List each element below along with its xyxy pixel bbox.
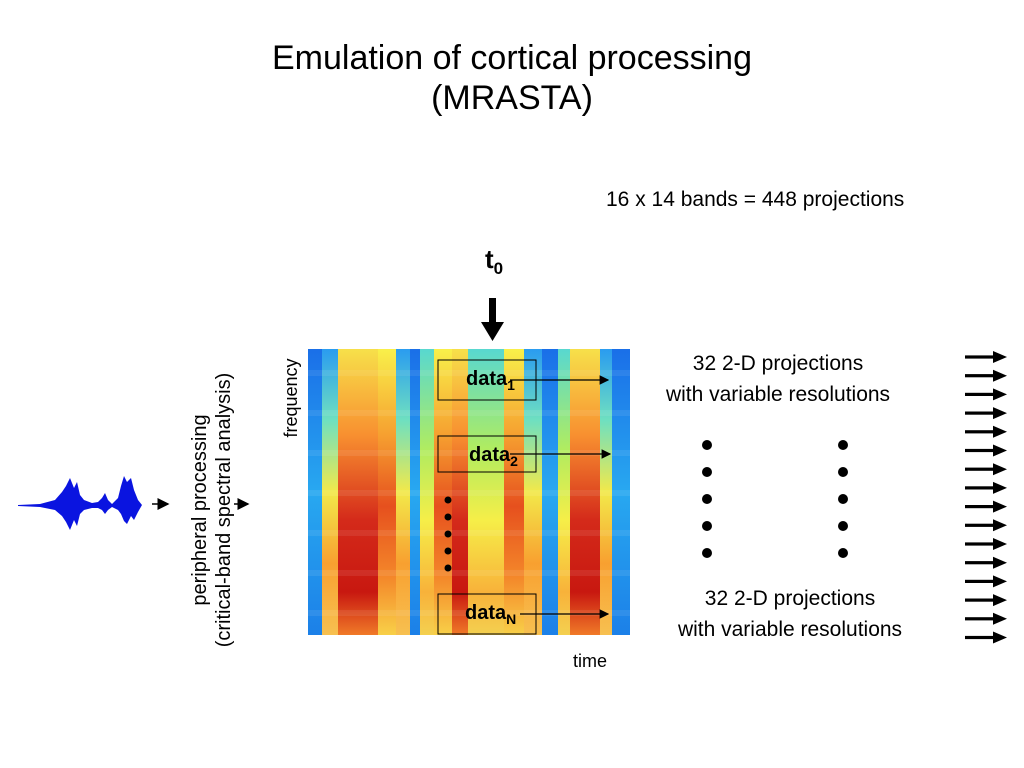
output-arrow xyxy=(965,444,1007,457)
output-arrow xyxy=(965,519,1007,532)
data-1-label: data1 xyxy=(466,368,515,393)
output-arrow xyxy=(965,425,1007,438)
output-arrow xyxy=(965,631,1007,644)
title-line-2: (MRASTA) xyxy=(431,79,593,117)
projection-ellipsis-right xyxy=(838,440,848,558)
data-2-label: data2 xyxy=(469,444,518,469)
peripheral-line-2: (critical-band spectral analysis) xyxy=(213,372,235,648)
spectrogram-ellipsis xyxy=(444,496,452,572)
output-arrow xyxy=(965,388,1007,401)
output-arrow xyxy=(965,612,1007,625)
projections-top-line-2: with variable resolutions xyxy=(665,383,891,406)
t0-arrow xyxy=(481,298,504,341)
output-arrow xyxy=(965,538,1007,550)
spectrogram-image xyxy=(308,349,630,635)
projection-ellipsis-left xyxy=(702,440,712,558)
data-2-sub: 2 xyxy=(510,453,518,469)
data-1-sub: 1 xyxy=(507,377,515,393)
output-arrows xyxy=(965,351,1007,644)
data-2-base: data xyxy=(469,444,511,466)
projections-bottom-text: 32 2-D projections with variable resolut… xyxy=(644,583,936,645)
title-line-1: Emulation of cortical processing xyxy=(271,39,752,77)
projections-bottom-line-2: with variable resolutions xyxy=(677,618,903,641)
projections-top-text: 32 2-D projections with variable resolut… xyxy=(632,348,924,410)
data-n-sub: N xyxy=(506,611,517,627)
t0-label: t0 xyxy=(485,244,503,279)
output-arrow xyxy=(965,463,1007,476)
t0-sub: 0 xyxy=(493,259,504,278)
output-arrow xyxy=(965,556,1007,569)
waveform-icon xyxy=(18,476,142,530)
frequency-axis-label: frequency xyxy=(281,358,301,438)
t0-base: t xyxy=(485,244,494,274)
output-arrow xyxy=(965,594,1007,607)
time-axis-label: time xyxy=(573,651,608,671)
output-arrow xyxy=(965,575,1007,588)
data-n-label: dataN xyxy=(465,602,516,627)
projections-top-line-1: 32 2-D projections xyxy=(692,352,864,375)
peripheral-line-1: peripheral processing xyxy=(189,414,211,606)
data-1-base: data xyxy=(466,368,508,390)
output-arrow xyxy=(965,407,1007,420)
output-arrow xyxy=(965,369,1007,382)
output-arrow xyxy=(965,481,1007,494)
projections-bottom-line-1: 32 2-D projections xyxy=(704,587,876,610)
bands-count-text: 16 x 14 bands = 448 projections xyxy=(606,188,905,211)
slide-title: Emulation of cortical processing (MRASTA… xyxy=(0,38,1024,118)
peripheral-label: peripheral processing (critical-band spe… xyxy=(188,360,236,660)
output-arrow xyxy=(965,351,1007,363)
output-arrow xyxy=(965,500,1007,513)
data-n-base: data xyxy=(465,602,507,624)
